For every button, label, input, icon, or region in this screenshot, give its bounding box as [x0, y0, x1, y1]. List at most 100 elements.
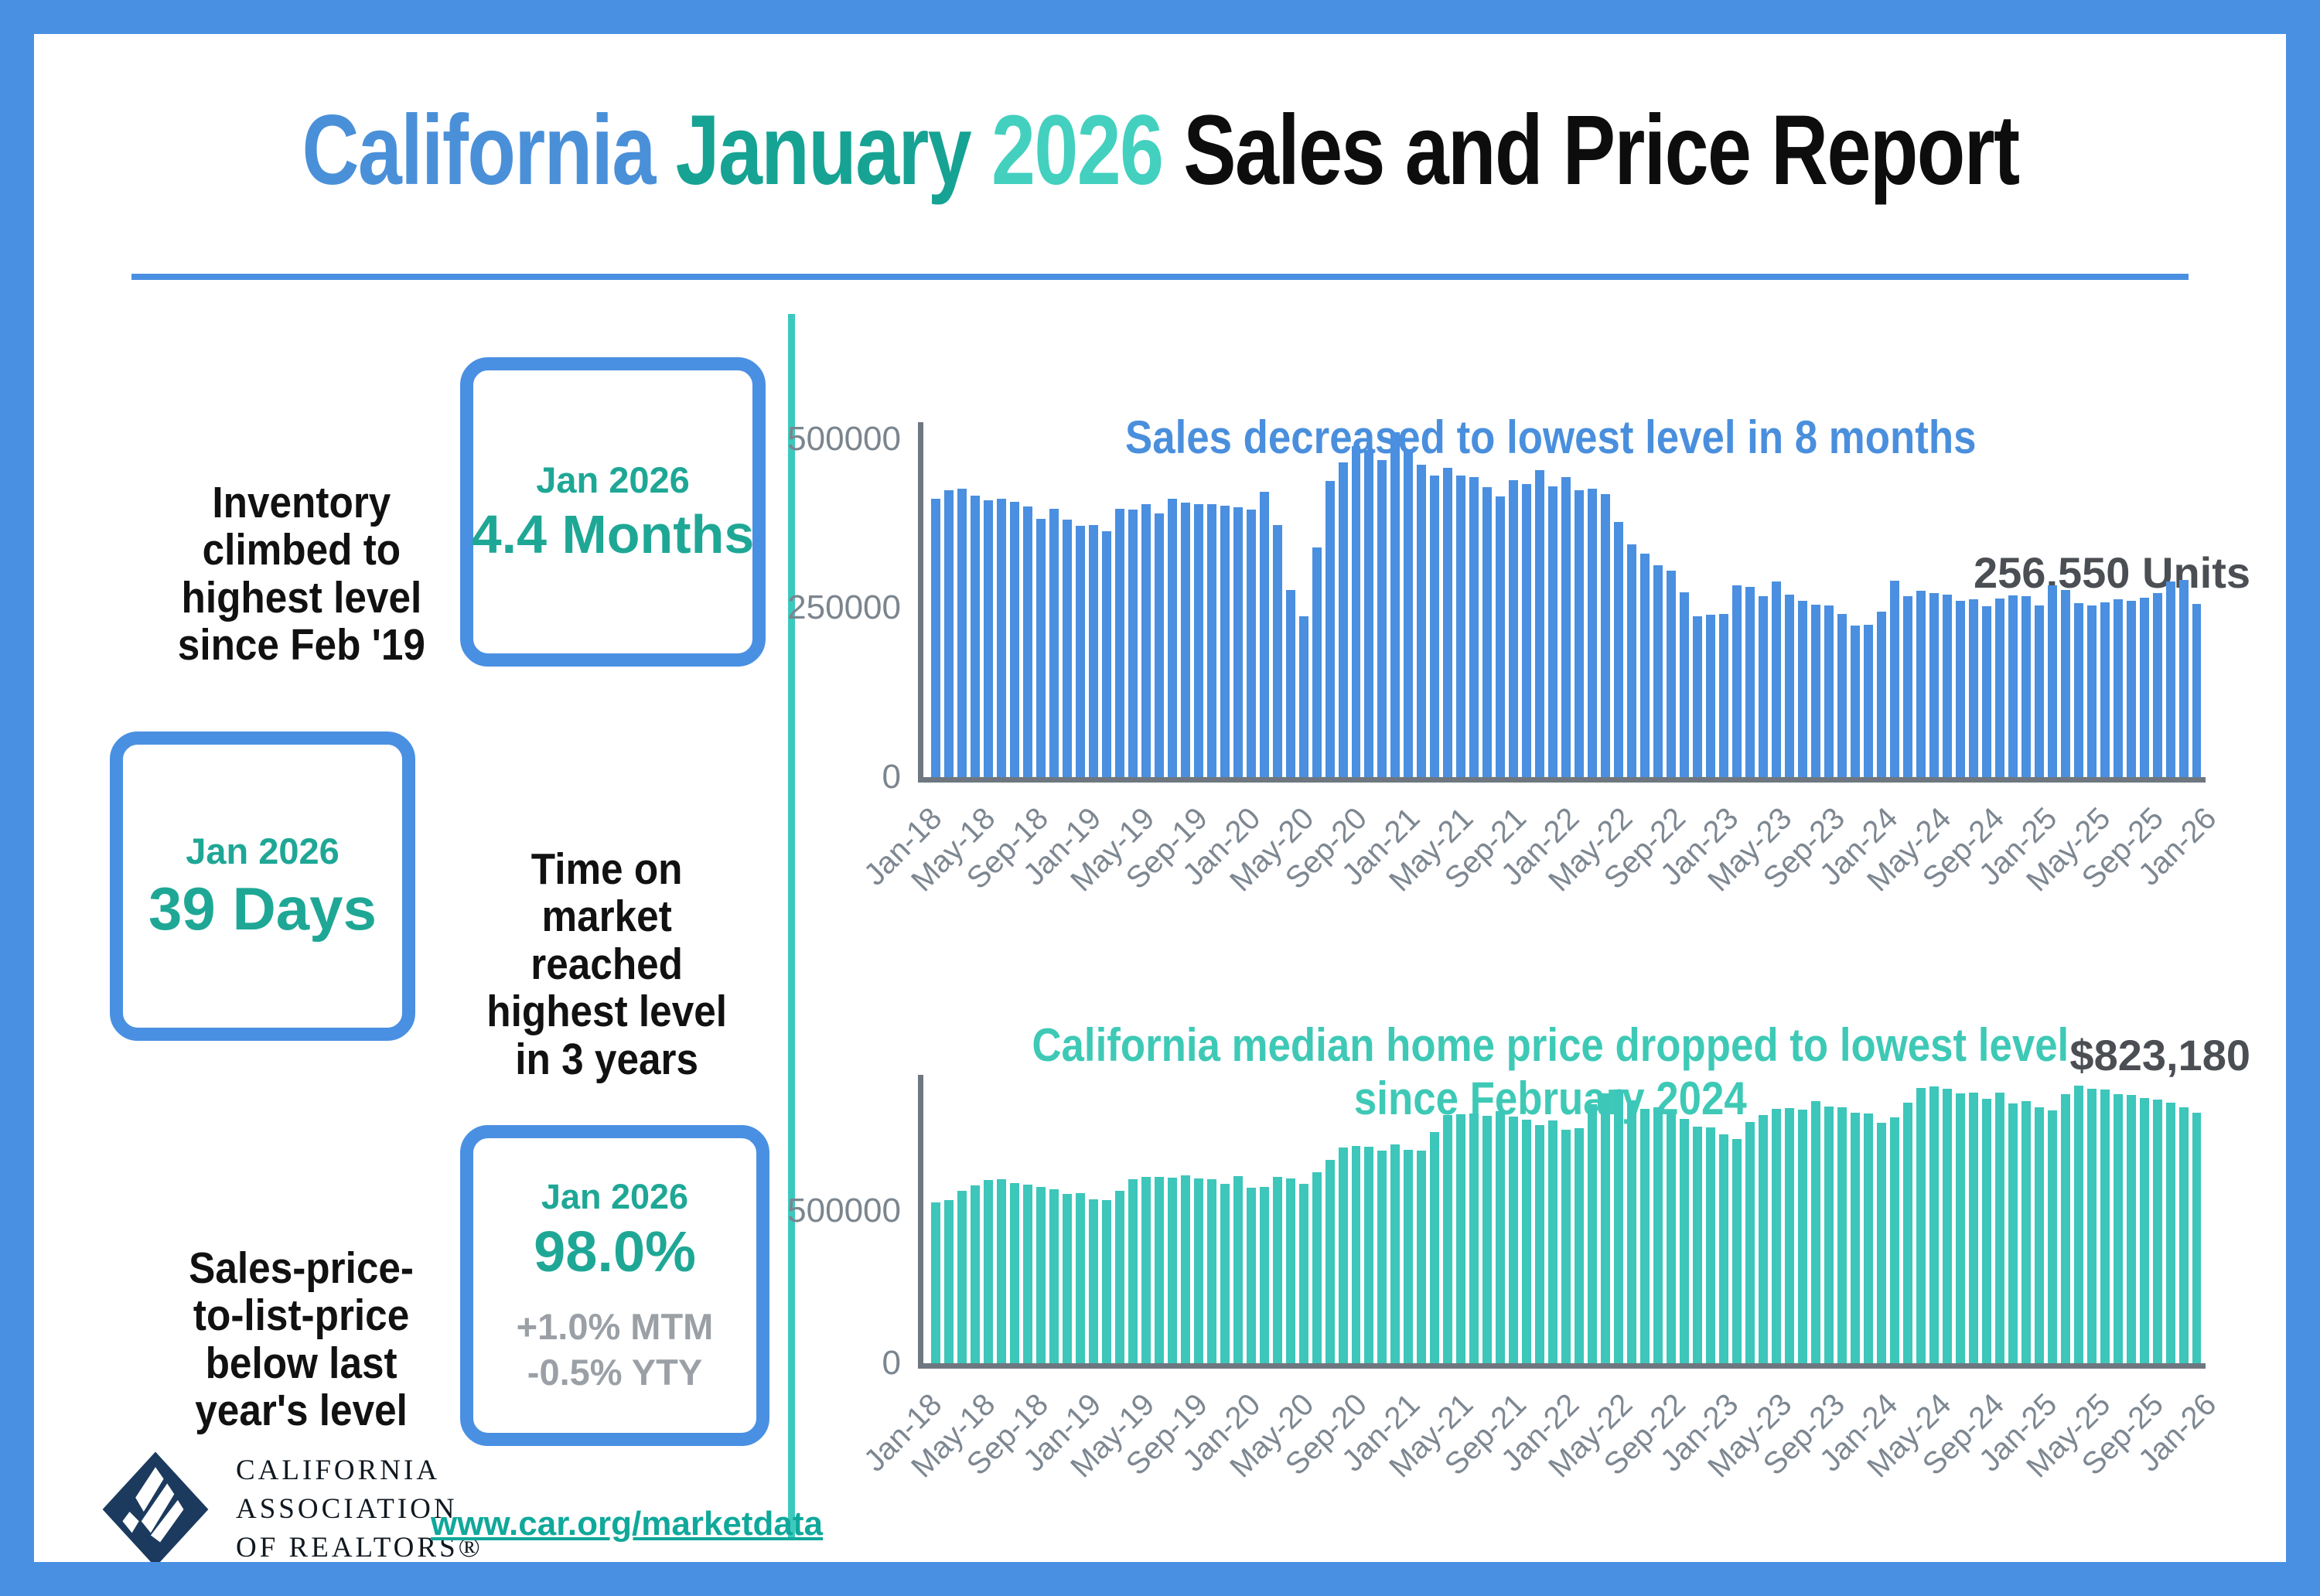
bar — [1246, 510, 1256, 777]
bar — [1233, 507, 1243, 777]
bar — [1981, 1099, 1991, 1363]
sale-to-list-change: +1.0% MTM -0.5% YTY — [516, 1306, 714, 1393]
bar — [1062, 1194, 1072, 1363]
page-title: California January 2026 Sales and Price … — [0, 91, 2320, 210]
bar — [1784, 1108, 1794, 1363]
bar — [1364, 450, 1374, 777]
bar — [1509, 480, 1519, 777]
bar — [1009, 1183, 1019, 1363]
bar — [1772, 581, 1781, 777]
bar — [2192, 604, 2202, 777]
bar — [1627, 1100, 1637, 1363]
bar — [1732, 1139, 1742, 1363]
bar — [1180, 503, 1190, 777]
bar — [1075, 1193, 1085, 1363]
days-on-market-stat-box: Jan 2026 39 Days — [110, 732, 415, 1041]
bar — [996, 1179, 1006, 1363]
bar — [1719, 614, 1729, 777]
price-chart-title: California median home price dropped to … — [1032, 1019, 2069, 1124]
bar — [1824, 605, 1834, 777]
bar — [957, 489, 967, 777]
bar — [1298, 1184, 1308, 1363]
bar — [1338, 1148, 1348, 1363]
bar — [1929, 593, 1939, 777]
time-on-market-label: Time on market reached highest level in … — [486, 844, 728, 1084]
bar — [1640, 554, 1650, 777]
bar — [1745, 1122, 1755, 1363]
price-chart-bars — [929, 1075, 2204, 1363]
bar — [1377, 1151, 1387, 1363]
bar — [1732, 585, 1742, 777]
bar — [1902, 1103, 1912, 1363]
bar — [1916, 591, 1926, 777]
bar — [1561, 1130, 1571, 1363]
bar — [2008, 595, 2018, 777]
bar — [1719, 1134, 1729, 1363]
inventory-stat-value: 4.4 Months — [471, 504, 755, 565]
bar — [2008, 1103, 2018, 1363]
bar — [1680, 1119, 1690, 1363]
bar — [1916, 1088, 1926, 1363]
bar — [2047, 1110, 2057, 1363]
bar — [2034, 1107, 2044, 1363]
bar — [1548, 486, 1558, 777]
bar — [1430, 1132, 1440, 1363]
bar — [2152, 1100, 2162, 1363]
bar — [1417, 1151, 1427, 1363]
bar — [2021, 1101, 2031, 1363]
price-annotation: $823,180 — [2069, 1031, 2250, 1079]
bar — [1022, 1185, 1032, 1363]
car-logo-text: CALIFORNIA ASSOCIATION OF REALTORS® — [236, 1454, 483, 1564]
bar — [2139, 598, 2149, 777]
bar — [1404, 449, 1414, 777]
bar — [1837, 1107, 1847, 1363]
bar — [1456, 1114, 1466, 1363]
bar — [957, 1191, 967, 1363]
bar — [983, 500, 993, 777]
bar — [1443, 468, 1453, 777]
bar — [1351, 446, 1361, 777]
bar — [1259, 1187, 1269, 1363]
price-chart-plot — [918, 1075, 2206, 1369]
bar — [1351, 1146, 1361, 1363]
bar — [1876, 1123, 1886, 1363]
bar — [1614, 522, 1624, 777]
bar — [1390, 1144, 1401, 1363]
bar — [1141, 1177, 1151, 1363]
bar — [2073, 1086, 2083, 1363]
bar — [1285, 590, 1295, 777]
sales-ytick-0: 0 — [882, 758, 901, 796]
sales-annotation: 256,550 Units — [1974, 548, 2250, 597]
bar — [1272, 1177, 1282, 1363]
bar — [1496, 496, 1506, 777]
bar — [1206, 504, 1216, 777]
bar — [1338, 462, 1348, 777]
bar — [1154, 1177, 1164, 1363]
bar — [1942, 595, 1952, 777]
bar — [1469, 1113, 1479, 1363]
inventory-stat-box: Jan 2026 4.4 Months — [460, 357, 766, 667]
bar — [1167, 499, 1177, 777]
bar — [1482, 487, 1493, 777]
bar — [2060, 590, 2070, 777]
bar — [1114, 1191, 1124, 1363]
sale-to-list-period: Jan 2026 — [541, 1177, 689, 1217]
bar — [1693, 1127, 1703, 1363]
bar — [1863, 625, 1873, 777]
bar — [1456, 476, 1466, 777]
marketdata-url[interactable]: www.car.org/marketdata — [431, 1505, 824, 1543]
bar — [1049, 509, 1059, 777]
bar — [1797, 601, 1807, 777]
bar — [1667, 571, 1677, 777]
bar — [1509, 1117, 1519, 1363]
bar — [1128, 1179, 1138, 1363]
section-divider — [788, 314, 795, 1540]
bar — [1312, 1172, 1322, 1363]
bar — [1285, 1178, 1295, 1363]
sales-chart-plot — [918, 422, 2206, 783]
bar — [1312, 547, 1322, 777]
bar — [1496, 1111, 1506, 1363]
title-year: 2026 — [991, 95, 1183, 206]
bar — [1377, 460, 1387, 777]
